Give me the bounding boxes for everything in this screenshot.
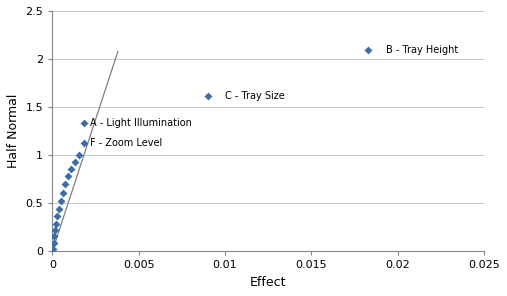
Point bbox=[64, 174, 72, 179]
Point bbox=[365, 48, 373, 53]
Point bbox=[50, 234, 58, 239]
Point bbox=[51, 228, 59, 233]
Point bbox=[56, 199, 64, 204]
Point bbox=[59, 190, 67, 195]
Text: A - Light Illumination: A - Light Illumination bbox=[90, 118, 192, 128]
Y-axis label: Half Normal: Half Normal bbox=[7, 94, 20, 168]
Point bbox=[70, 160, 79, 164]
Text: B - Tray Height: B - Tray Height bbox=[386, 45, 458, 55]
Point bbox=[75, 153, 83, 158]
Point bbox=[52, 221, 60, 226]
Point bbox=[49, 246, 57, 251]
Point bbox=[53, 213, 61, 218]
Point bbox=[50, 240, 58, 245]
Point bbox=[204, 93, 212, 98]
Point bbox=[80, 120, 88, 125]
Text: F - Zoom Level: F - Zoom Level bbox=[90, 138, 163, 148]
X-axis label: Effect: Effect bbox=[250, 276, 286, 289]
Text: C - Tray Size: C - Tray Size bbox=[225, 91, 285, 101]
Point bbox=[80, 140, 88, 145]
Point bbox=[67, 166, 75, 171]
Point bbox=[61, 182, 69, 186]
Point bbox=[55, 207, 63, 212]
